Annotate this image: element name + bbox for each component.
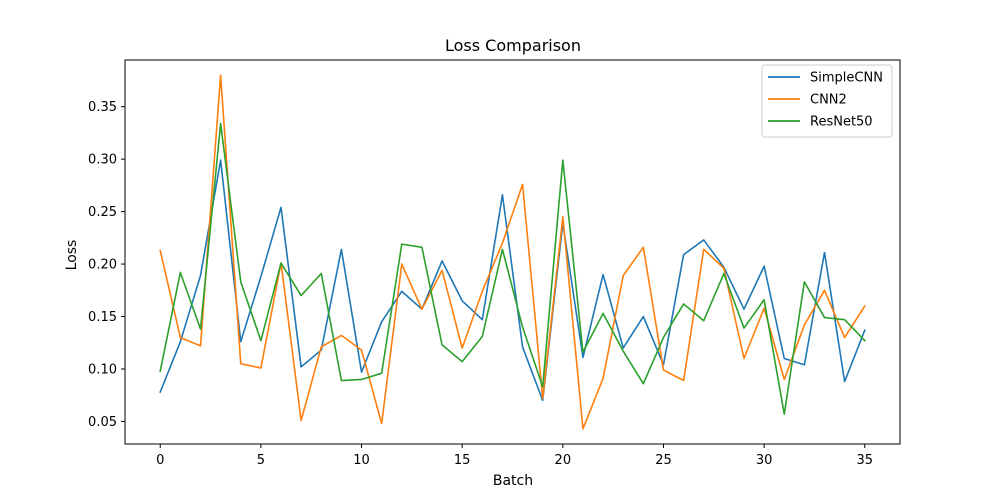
y-axis-ticks: 0.05 0.10 0.15 0.20 0.25 0.30 0.35 bbox=[88, 100, 125, 430]
y-tick-label: 0.10 bbox=[88, 362, 117, 377]
x-tick-label: 0 bbox=[156, 453, 164, 468]
y-axis-label: Loss bbox=[64, 240, 80, 271]
x-axis-ticks: 0 5 10 15 20 25 30 35 bbox=[156, 444, 873, 468]
series-lines bbox=[159, 74, 866, 430]
x-tick-label: 20 bbox=[555, 453, 572, 468]
x-tick-label: 15 bbox=[454, 453, 471, 468]
legend-box bbox=[761, 64, 893, 138]
x-tick-label: 10 bbox=[353, 453, 370, 468]
plot-frame bbox=[124, 59, 901, 445]
chart-title: Loss Comparison bbox=[445, 36, 581, 55]
x-tick-label: 25 bbox=[655, 453, 672, 468]
y-tick-label: 0.20 bbox=[88, 258, 117, 273]
x-tick-label: 35 bbox=[856, 453, 873, 468]
x-axis-label: Batch bbox=[493, 473, 533, 489]
x-tick-label: 5 bbox=[257, 453, 265, 468]
y-tick-label: 0.25 bbox=[88, 205, 117, 220]
legend-label-simplecnn: SimpleCNN bbox=[810, 71, 883, 86]
y-tick-label: 0.15 bbox=[88, 310, 117, 325]
x-tick-label: 30 bbox=[756, 453, 773, 468]
y-tick-label: 0.30 bbox=[88, 153, 117, 168]
series-line-simplecnn bbox=[159, 159, 866, 402]
y-tick-label: 0.05 bbox=[88, 415, 117, 430]
legend: SimpleCNN CNN2 ResNet50 bbox=[761, 64, 893, 138]
series-line-resnet50 bbox=[159, 122, 866, 415]
legend-label-cnn2: CNN2 bbox=[810, 93, 847, 108]
series-line-cnn2 bbox=[159, 74, 866, 430]
legend-label-resnet50: ResNet50 bbox=[810, 115, 873, 130]
y-tick-label: 0.35 bbox=[88, 100, 117, 115]
